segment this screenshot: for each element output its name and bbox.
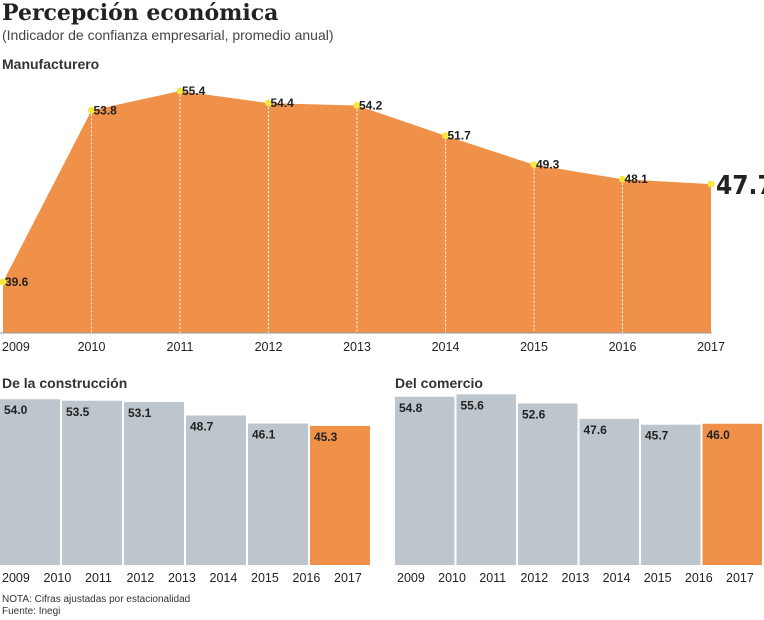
bar-label: 55.6 [461, 398, 485, 412]
bar-label: 54.0 [4, 403, 28, 417]
x-tick-label: 2011 [85, 571, 112, 585]
x-tick-label: 2010 [438, 571, 466, 585]
data-point [265, 99, 272, 107]
x-tick-label: 2015 [644, 571, 672, 585]
source: Fuente: Inegi [2, 606, 61, 617]
data-point [88, 106, 95, 114]
data-label: 54.2 [359, 98, 383, 112]
x-tick-label: 2012 [127, 571, 155, 585]
bar [310, 425, 370, 565]
data-point [707, 180, 715, 188]
x-tick-label: 2015 [520, 340, 548, 354]
x-tick-label: 2009 [397, 571, 425, 585]
x-tick-label: 2014 [603, 571, 631, 585]
x-tick-label: 2016 [685, 571, 713, 585]
x-tick-label: 2017 [726, 571, 754, 585]
note: NOTA: Cifras ajustadas por estacionalida… [2, 594, 191, 605]
bar-label: 53.5 [66, 405, 90, 419]
bar [456, 394, 516, 565]
bar-label: 46.0 [707, 428, 731, 442]
x-tick-label: 2013 [168, 571, 196, 585]
data-label: 39.6 [5, 275, 29, 289]
x-tick-label: 2017 [697, 340, 725, 354]
x-tick-label: 2011 [479, 571, 506, 585]
bar [395, 396, 455, 565]
bar [248, 423, 308, 565]
bar [702, 423, 762, 565]
data-point [530, 161, 538, 169]
data-label: 47.7 [716, 171, 764, 201]
data-label: 55.4 [182, 84, 206, 98]
bar [0, 399, 60, 565]
x-tick-label: 2016 [609, 340, 637, 354]
x-tick-label: 2011 [167, 340, 194, 354]
bar-label: 52.6 [522, 408, 546, 422]
x-tick-label: 2015 [251, 571, 279, 585]
chart-title: Percepción económica [2, 0, 279, 26]
bar [186, 415, 246, 565]
data-label: 49.3 [536, 158, 560, 172]
bar-label: 45.3 [314, 430, 338, 444]
bar-label: 54.8 [399, 401, 423, 415]
chart-subtitle: (Indicador de confianza empresarial, pro… [2, 27, 334, 43]
data-point [176, 87, 184, 95]
bar [641, 424, 701, 565]
data-label: 51.7 [448, 129, 472, 143]
x-tick-label: 2016 [293, 571, 321, 585]
bar-label: 47.6 [584, 423, 608, 437]
data-point [619, 175, 626, 183]
bar-label: 46.1 [252, 427, 276, 441]
data-label: 53.8 [94, 103, 118, 117]
bar-label: 48.7 [190, 419, 214, 433]
data-point [353, 101, 361, 109]
bar [124, 401, 184, 565]
bar-label: 45.7 [645, 429, 669, 443]
x-tick-label: 2012 [255, 340, 283, 354]
data-label: 54.4 [271, 96, 295, 110]
x-tick-label: 2012 [520, 571, 548, 585]
manufacturing-title: Manufacturero [2, 56, 100, 72]
x-tick-label: 2009 [2, 340, 30, 354]
bar [579, 418, 639, 565]
bar [62, 400, 122, 565]
construction-title: De la construcción [2, 375, 128, 391]
x-tick-label: 2013 [562, 571, 590, 585]
x-tick-label: 2009 [2, 571, 30, 585]
x-tick-label: 2010 [78, 340, 106, 354]
x-tick-label: 2010 [44, 571, 72, 585]
x-tick-label: 2017 [334, 571, 362, 585]
data-label: 48.1 [625, 172, 649, 186]
bar-label: 53.1 [128, 406, 152, 420]
x-tick-label: 2013 [343, 340, 371, 354]
bar [518, 403, 578, 565]
data-point [442, 132, 449, 140]
x-tick-label: 2014 [210, 571, 238, 585]
commerce-title: Del comercio [395, 375, 483, 391]
data-point [0, 278, 7, 286]
x-tick-label: 2014 [432, 340, 460, 354]
